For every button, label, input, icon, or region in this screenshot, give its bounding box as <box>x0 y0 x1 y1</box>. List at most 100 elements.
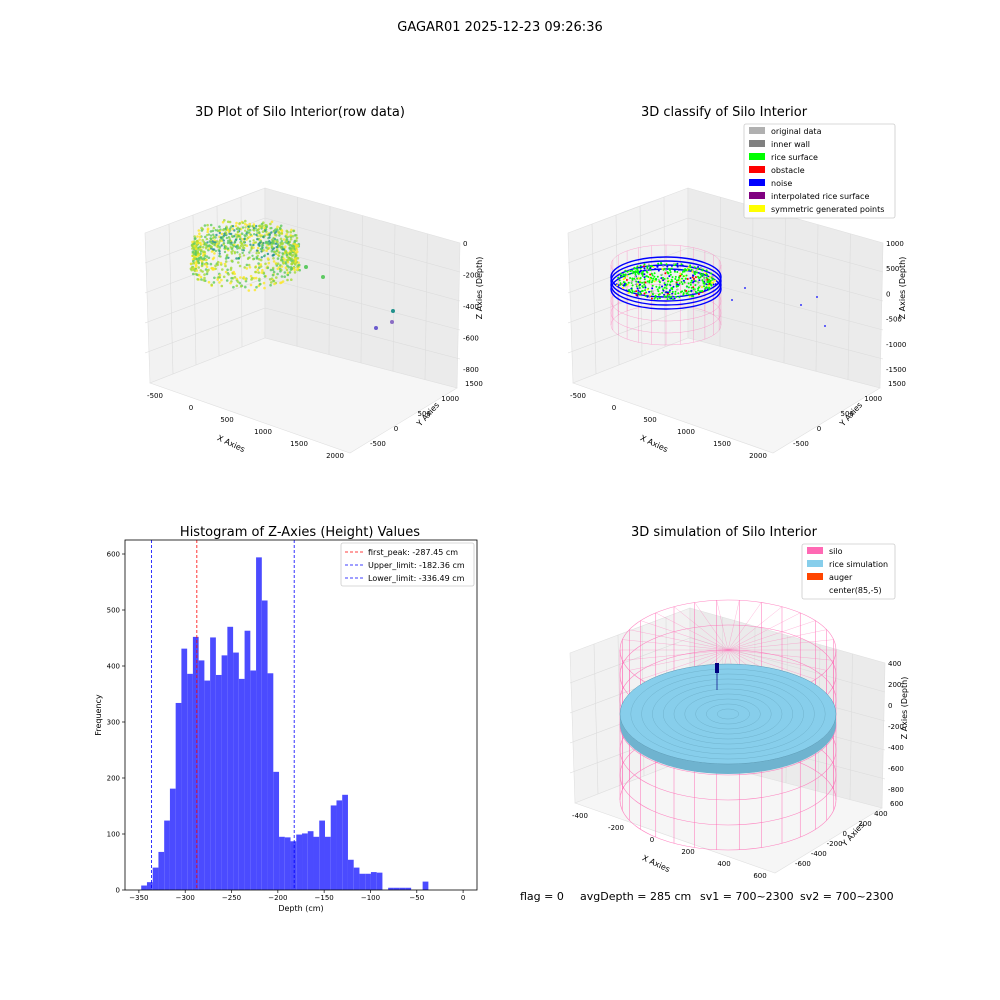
sim-legend-swatch <box>807 573 823 580</box>
cls-point <box>663 282 666 285</box>
raw-point <box>226 247 230 250</box>
cls-point <box>646 268 649 271</box>
cls-xtick: 1000 <box>677 428 695 436</box>
raw-point <box>280 255 284 259</box>
cls-point <box>617 284 620 287</box>
raw-point <box>243 237 246 241</box>
raw-point <box>257 251 261 255</box>
raw-point <box>272 257 275 260</box>
cls-point <box>658 286 661 289</box>
cls-point <box>690 279 693 282</box>
cls-point <box>618 279 621 282</box>
sim-xtick: 0 <box>650 836 654 844</box>
raw-point <box>238 227 241 231</box>
cls-point <box>627 292 630 294</box>
cls-grid <box>687 247 884 302</box>
histogram-bar <box>290 841 297 890</box>
cls-point <box>656 265 659 268</box>
histogram-bar <box>261 600 268 890</box>
cls-point <box>702 272 704 275</box>
raw-point <box>236 245 239 248</box>
raw-point <box>268 233 271 236</box>
cls-point <box>650 272 653 275</box>
raw-point <box>271 245 274 249</box>
raw-point <box>236 231 240 234</box>
raw-point <box>254 266 257 269</box>
cls-point <box>662 288 664 291</box>
cls-point <box>640 269 642 272</box>
cls-point <box>702 280 705 283</box>
cls-point <box>674 263 677 266</box>
raw-grid <box>264 217 461 273</box>
sim-legend: silo rice simulation auger center(85,-5) <box>801 543 896 600</box>
cls-point <box>663 295 666 297</box>
raw-point <box>220 278 223 282</box>
cls-point <box>661 291 664 294</box>
raw-point <box>262 241 265 245</box>
raw-point <box>249 283 253 287</box>
cls-point <box>651 293 654 296</box>
histogram-bar <box>399 887 406 890</box>
cls-point <box>635 280 638 283</box>
cls-point <box>643 276 646 279</box>
raw-point <box>228 229 232 232</box>
histogram-bar <box>221 655 228 890</box>
raw-point <box>212 233 215 236</box>
cls-point <box>645 291 648 294</box>
raw-point <box>260 271 264 274</box>
cls-point <box>694 280 697 283</box>
cls-point <box>706 281 709 284</box>
raw-point <box>193 255 196 258</box>
cls-point <box>642 286 645 289</box>
sim-silo-roof <box>727 649 816 680</box>
raw-point <box>262 235 265 239</box>
sim-silo-roof <box>727 629 827 651</box>
raw-point <box>239 237 242 240</box>
raw-outlier-point <box>374 326 378 330</box>
cls-ztick: 1000 <box>886 240 904 248</box>
raw-point <box>242 254 246 257</box>
raw-point <box>248 222 251 226</box>
raw-point <box>211 267 215 270</box>
raw-point <box>218 250 221 253</box>
histogram-xtick-label: 0 <box>461 894 465 902</box>
cls-point <box>650 265 653 268</box>
histogram-title: Histogram of Z-Axies (Height) Values <box>180 525 420 540</box>
raw-point <box>290 278 293 282</box>
raw-point <box>247 225 250 228</box>
cls-point <box>696 281 699 284</box>
cls-wall-ring <box>610 260 722 302</box>
cls-point <box>646 288 649 291</box>
raw-point <box>199 256 203 259</box>
raw-point <box>223 250 227 254</box>
raw-point <box>218 281 221 284</box>
raw-point <box>242 244 245 247</box>
cls-point <box>685 274 688 277</box>
cls-point <box>644 289 647 292</box>
cls-point <box>678 282 681 285</box>
cls-point <box>660 262 663 265</box>
raw-point <box>286 241 289 245</box>
raw-point <box>228 232 231 235</box>
raw-point <box>225 233 228 236</box>
sim-silo-roof <box>629 649 729 671</box>
histogram-ytick-label: 500 <box>107 607 120 615</box>
raw-point <box>201 245 205 249</box>
cls-point <box>676 271 679 273</box>
cls-point <box>706 273 708 276</box>
raw-point <box>192 259 195 263</box>
cls-point <box>678 276 680 279</box>
raw-point <box>292 266 296 270</box>
histogram-bar <box>238 678 245 890</box>
raw-point <box>238 281 242 285</box>
histogram-ytick-label: 400 <box>107 663 120 671</box>
raw-point <box>207 256 211 260</box>
cls-legend-swatch <box>749 140 765 147</box>
cls-point <box>679 272 682 275</box>
raw-point <box>262 281 266 285</box>
raw-point <box>285 258 289 262</box>
raw-point <box>295 236 299 240</box>
cls-point <box>670 287 673 290</box>
cls-point <box>687 293 690 296</box>
sim-zlabel: Z Axies (Depth) <box>900 677 909 740</box>
